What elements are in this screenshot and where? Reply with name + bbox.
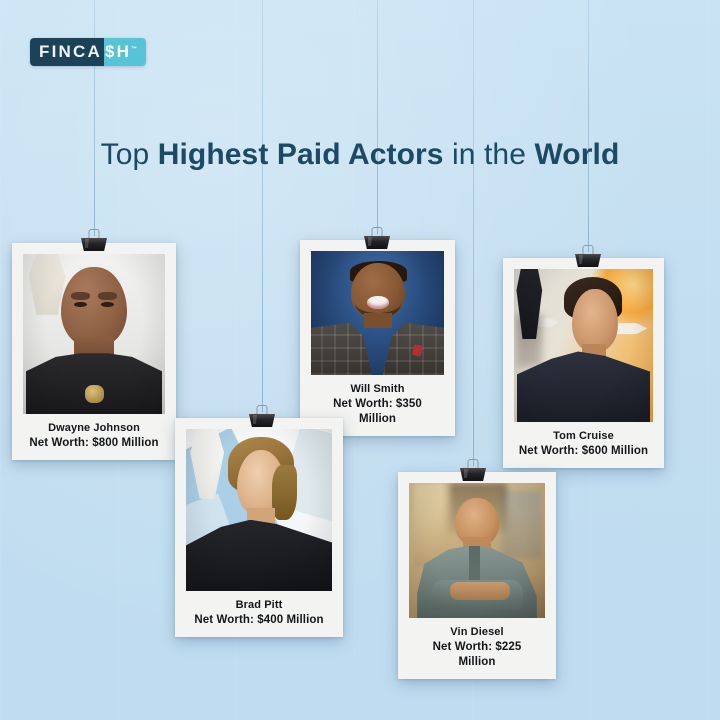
hang-string-tom-cruise bbox=[588, 0, 589, 252]
dwayne-johnson-photo bbox=[23, 254, 165, 414]
title-part-0: Top bbox=[100, 138, 158, 171]
actor-card-tom-cruise[interactable]: Tom Cruise Net Worth: $600 Million bbox=[503, 258, 664, 468]
page-title: Top Highest Paid Actors in the World bbox=[0, 136, 720, 174]
hang-string-dwayne-johnson bbox=[94, 0, 95, 236]
hang-string-vin-diesel bbox=[473, 0, 474, 466]
trademark-mark: ™ bbox=[131, 46, 138, 53]
actor-card-will-smith[interactable]: Will Smith Net Worth: $350 Million bbox=[300, 240, 455, 436]
card-caption: Tom Cruise Net Worth: $600 Million bbox=[514, 422, 653, 468]
actor-net-worth: Net Worth: $800 Million bbox=[29, 437, 159, 449]
actor-net-worth: Net Worth: $600 Million bbox=[518, 445, 649, 457]
card-caption: Brad Pitt Net Worth: $400 Million bbox=[186, 591, 332, 637]
binder-clip-brad-pitt bbox=[249, 405, 275, 427]
binder-clip-vin-diesel bbox=[460, 459, 486, 481]
will-smith-photo bbox=[311, 251, 444, 375]
actor-name: Dwayne Johnson bbox=[48, 422, 140, 434]
actor-net-worth: Net Worth: $400 Million bbox=[194, 614, 324, 626]
actor-name: Will Smith bbox=[350, 383, 405, 395]
title-part-1: Highest Paid Actors bbox=[157, 138, 444, 171]
title-part-2: in the bbox=[443, 138, 535, 171]
binder-clip-will-smith bbox=[364, 227, 390, 249]
actor-name: Tom Cruise bbox=[553, 430, 614, 442]
brad-pitt-photo bbox=[186, 429, 332, 591]
logo-text-teal: $H™ bbox=[103, 38, 147, 66]
actor-card-vin-diesel[interactable]: Vin Diesel Net Worth: $225 Million bbox=[398, 472, 556, 679]
binder-clip-tom-cruise bbox=[575, 245, 601, 267]
fincash-logo[interactable]: FINCA $H™ bbox=[30, 38, 147, 66]
card-caption: Dwayne Johnson Net Worth: $800 Million bbox=[23, 414, 165, 460]
card-caption: Vin Diesel Net Worth: $225 Million bbox=[409, 618, 545, 679]
actor-card-dwayne-johnson[interactable]: Dwayne Johnson Net Worth: $800 Million bbox=[12, 243, 176, 460]
hang-string-will-smith bbox=[377, 0, 378, 234]
actor-name: Vin Diesel bbox=[450, 626, 504, 638]
actor-card-brad-pitt[interactable]: Brad Pitt Net Worth: $400 Million bbox=[175, 418, 343, 637]
binder-clip-dwayne-johnson bbox=[81, 229, 107, 251]
logo-text-teal-value: $H bbox=[104, 42, 132, 61]
hang-string-brad-pitt bbox=[262, 0, 263, 412]
logo-text-dark: FINCA bbox=[30, 38, 104, 66]
tom-cruise-photo bbox=[514, 269, 653, 422]
title-part-3: World bbox=[534, 138, 620, 171]
actor-name: Brad Pitt bbox=[235, 599, 283, 611]
actor-net-worth: Net Worth: $225 Million bbox=[432, 641, 522, 668]
vin-diesel-photo bbox=[409, 483, 545, 618]
